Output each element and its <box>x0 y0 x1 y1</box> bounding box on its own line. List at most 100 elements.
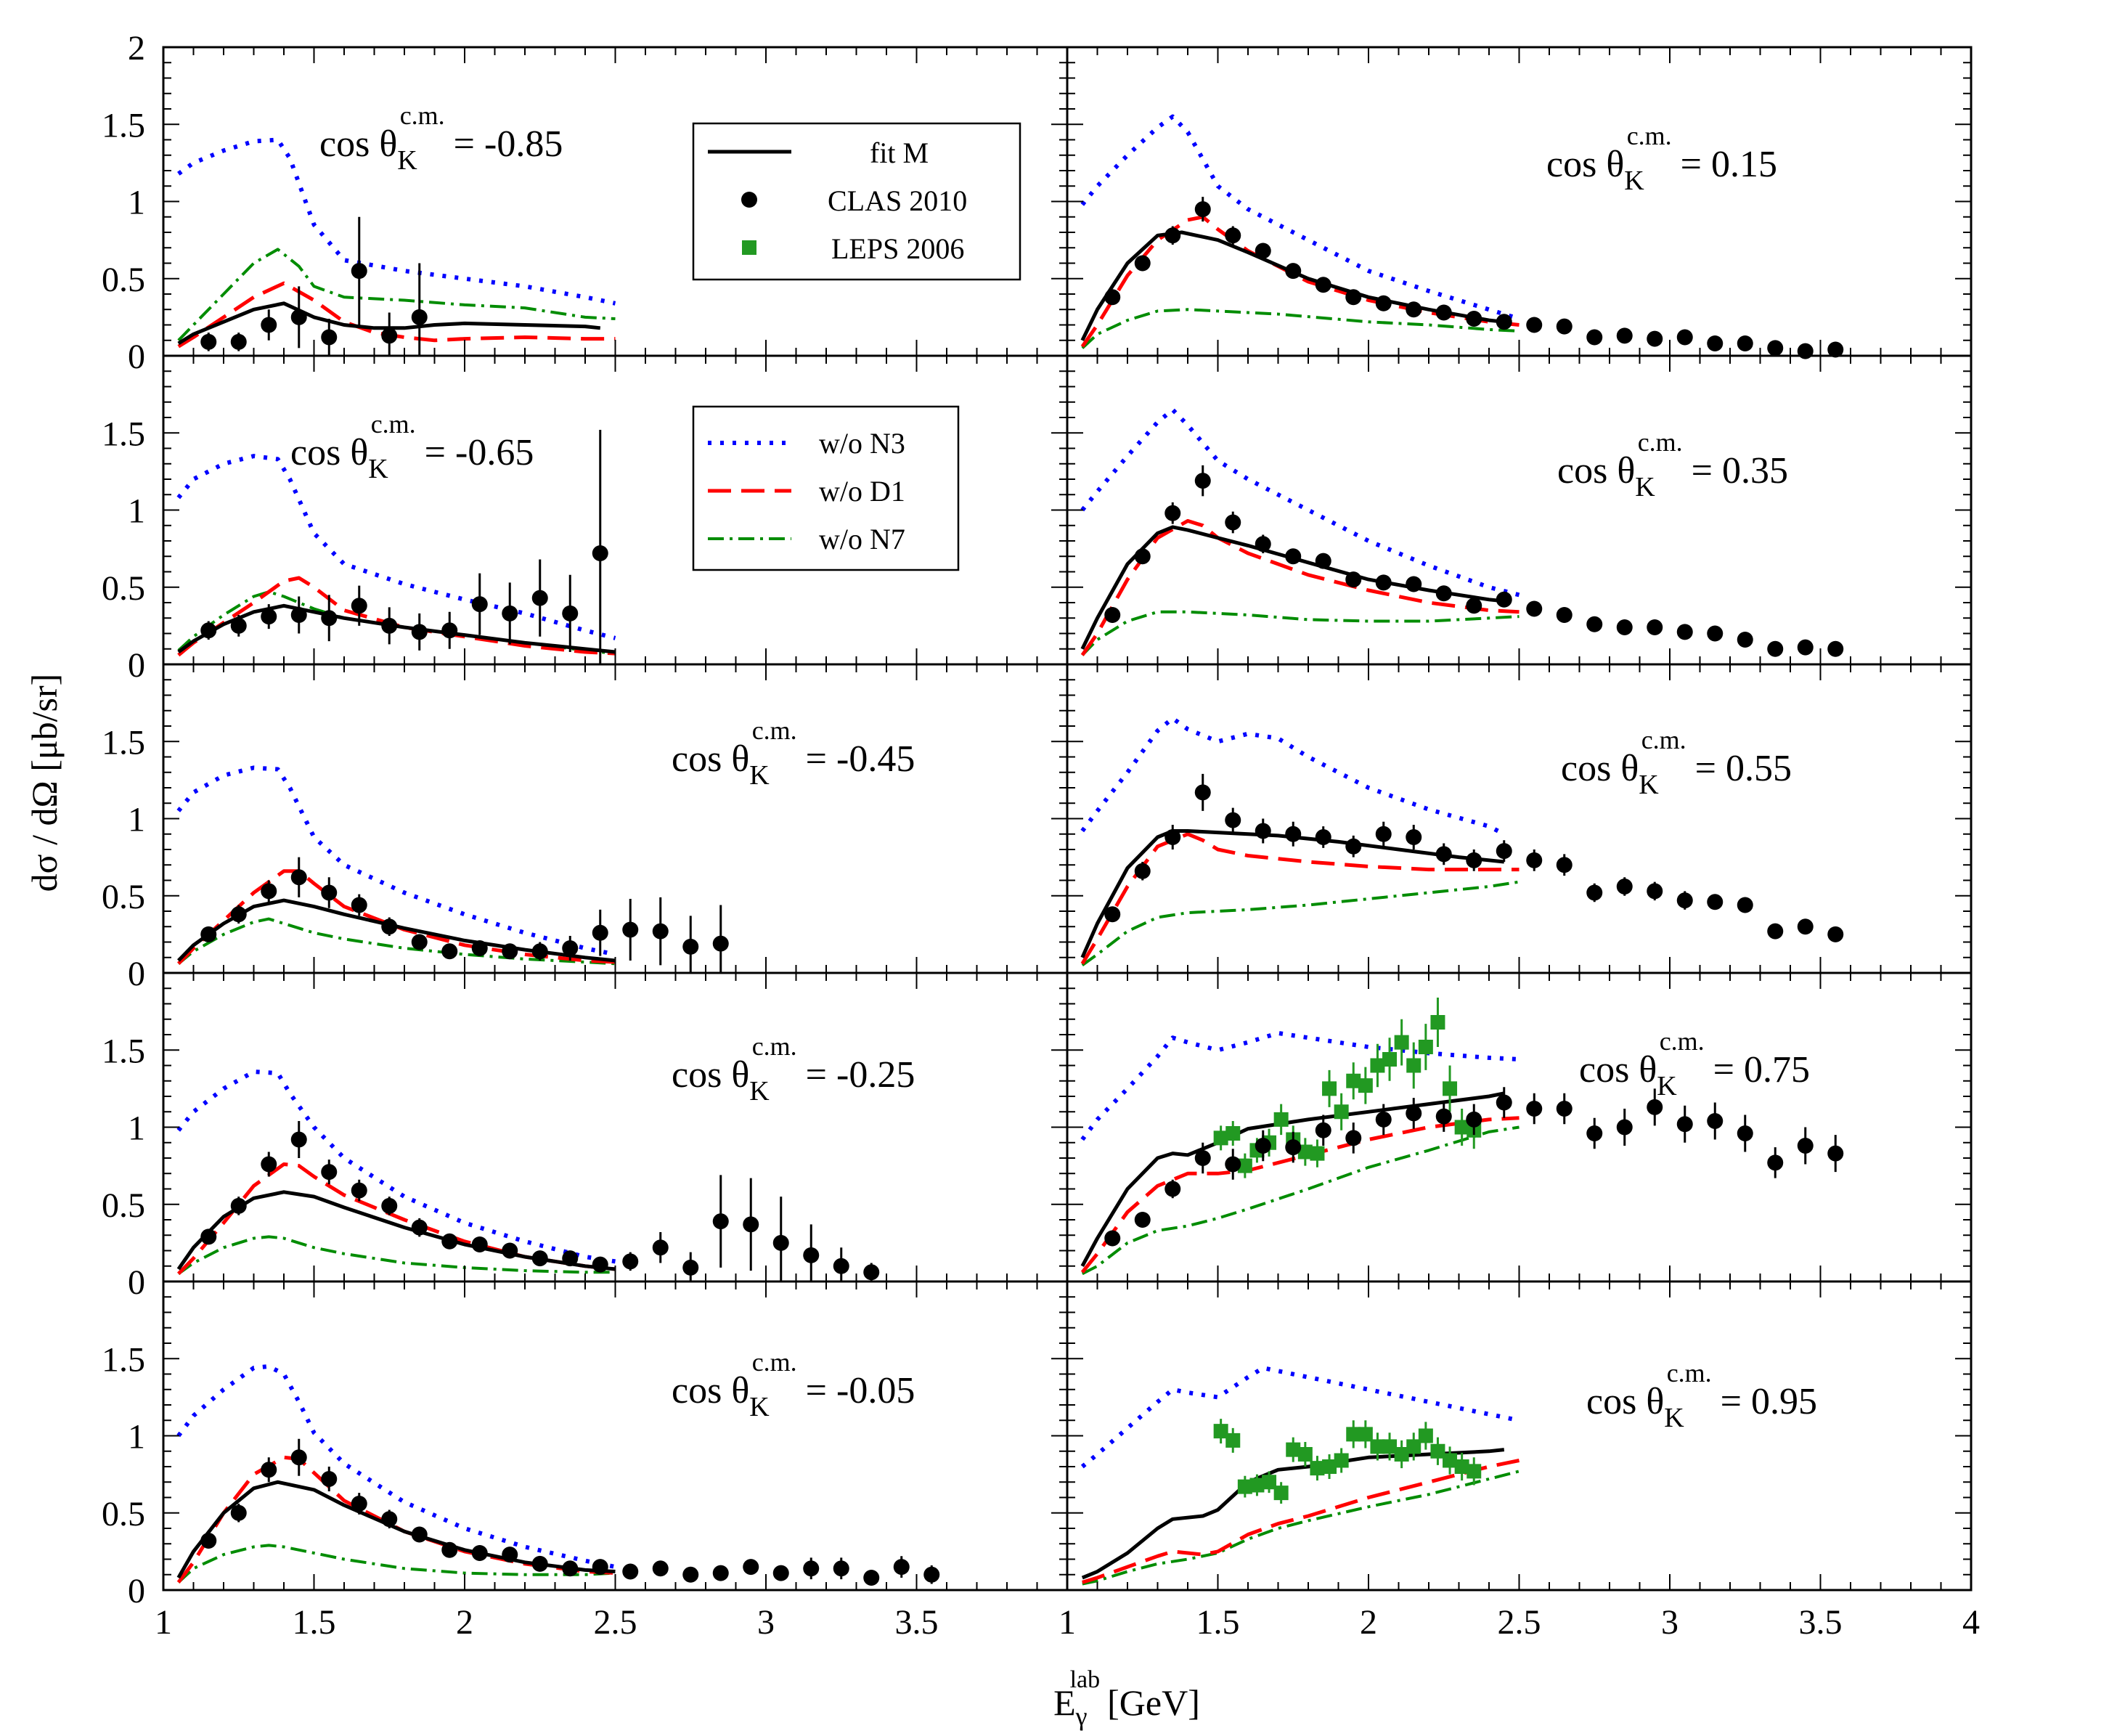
clas-point-p4-13 <box>1496 591 1512 608</box>
clas-point-p4-7 <box>1315 553 1331 569</box>
curve-fit-m-p9 <box>176 1480 616 1579</box>
clas-point-p7-9 <box>471 1236 488 1252</box>
clas-point-p9-15 <box>652 1560 669 1577</box>
clas-point-p6-16 <box>1586 884 1603 901</box>
clas-point-p6-20 <box>1707 894 1724 910</box>
panel-label-p9: cos θKc.m.= -0.05 <box>672 1348 915 1422</box>
curve-fit-m-p2 <box>1080 230 1505 341</box>
clas-point-p4-4 <box>1225 514 1241 531</box>
clas-point-p5-2 <box>261 883 277 900</box>
clas-point-p5-7 <box>411 934 428 950</box>
panel-p9: cos θKc.m.= -0.05 <box>176 1348 940 1586</box>
clas-point-p5-5 <box>351 897 367 913</box>
clas-point-p9-8 <box>441 1541 458 1558</box>
clas-point-p4-14 <box>1526 600 1543 617</box>
clas-point-p5-8 <box>441 943 458 960</box>
curve-wo-n7-p6 <box>1081 880 1520 967</box>
curve-wo-n3-p2 <box>1080 114 1520 321</box>
leps-point-p8-17 <box>1418 1040 1433 1054</box>
leps-point-p8-15 <box>1394 1035 1409 1050</box>
y-tick-label-r2-3: 1.5 <box>102 723 145 762</box>
ticks-p9 <box>163 1281 1067 1591</box>
clas-point-p7-0 <box>200 1228 217 1245</box>
clas-point-p7-22 <box>863 1264 880 1281</box>
y-tick-label-r0-3: 1.5 <box>102 106 145 144</box>
panel-p6: cos θKc.m.= 0.55 <box>1080 716 1844 967</box>
curve-wo-n3-p10 <box>1080 1366 1520 1469</box>
panel-p4: cos θKc.m.= 0.35 <box>1080 407 1844 657</box>
axes-layer: 0 0.5 1 1.5 2 0 0.5 1 1.5 0 0.5 1 1.5 0 0.5 1 1.5 0 0.5 1 1.… <box>102 29 1980 1642</box>
clas-point-p2-17 <box>1616 327 1633 344</box>
curve-wo-n7-p5 <box>177 917 616 966</box>
clas-point-p6-17 <box>1616 879 1633 895</box>
clas-point-p8-11 <box>1435 1108 1452 1125</box>
leps-point-p10-1 <box>1225 1433 1241 1448</box>
leps-point-p8-12 <box>1358 1078 1373 1093</box>
curve-wo-n3-p6 <box>1080 716 1506 836</box>
ticks-p10 <box>1066 1281 1972 1591</box>
x-axis-label-main: E <box>1053 1682 1076 1723</box>
clas-point-p2-5 <box>1255 243 1271 259</box>
legend-wo-n3-label: w/o N3 <box>819 427 905 460</box>
curve-wo-d1-p7 <box>177 1162 616 1276</box>
clas-point-p7-11 <box>531 1250 548 1267</box>
leps-point-p10-12 <box>1358 1427 1373 1442</box>
x-tick-label-left-0: 1 <box>155 1603 172 1642</box>
clas-point-p2-24 <box>1827 341 1844 358</box>
clas-point-p6-14 <box>1526 852 1543 868</box>
x-tick-label-left-4: 3 <box>757 1603 775 1642</box>
y-tick-label-r3-1: 0.5 <box>102 1186 145 1225</box>
y-tick-label-r1-0: 0 <box>128 646 145 685</box>
panel-label-p10: cos θKc.m.= 0.95 <box>1586 1358 1817 1433</box>
clas-point-p3-7 <box>411 624 428 640</box>
clas-point-p2-11 <box>1435 304 1452 321</box>
clas-point-p9-9 <box>471 1545 488 1561</box>
clas-point-p2-21 <box>1737 335 1753 351</box>
y-tick-label-r0-2: 1 <box>128 184 145 222</box>
clas-point-p9-17 <box>712 1565 729 1581</box>
clas-point-p7-21 <box>833 1258 849 1274</box>
clas-point-p8-3 <box>1194 1150 1211 1166</box>
clas-point-p2-6 <box>1285 263 1302 280</box>
leps-point-p10-16 <box>1406 1439 1421 1454</box>
clas-point-p8-22 <box>1767 1154 1784 1171</box>
curve-wo-n7-p1 <box>177 248 616 342</box>
ticks-p4 <box>1066 355 1972 665</box>
clas-point-p7-5 <box>351 1182 367 1199</box>
clas-point-p9-4 <box>321 1471 338 1487</box>
curve-wo-d1-p5 <box>177 869 616 966</box>
curve-fit-m-p1 <box>177 301 601 346</box>
clas-point-p7-6 <box>381 1197 398 1214</box>
clas-point-p8-9 <box>1375 1111 1392 1128</box>
clas-point-p4-23 <box>1797 639 1814 656</box>
legend-clas-swatch <box>741 192 757 208</box>
panel-p3: cos θKc.m.= -0.65 <box>176 409 616 664</box>
curve-wo-n7-p4 <box>1081 610 1520 656</box>
clas-point-p1-1 <box>230 333 247 350</box>
leps-point-p10-6 <box>1286 1442 1301 1457</box>
clas-point-p6-9 <box>1375 826 1392 842</box>
clas-point-p9-19 <box>772 1565 789 1581</box>
clas-point-p4-19 <box>1676 624 1693 640</box>
clas-point-p2-13 <box>1496 314 1512 330</box>
frame-layer <box>162 46 1973 1592</box>
clas-point-p4-5 <box>1255 536 1271 553</box>
clas-point-p2-0 <box>1104 289 1121 306</box>
x-tick-label-right-0: 1 <box>1058 1603 1076 1642</box>
clas-point-p5-13 <box>592 924 608 941</box>
clas-point-p7-13 <box>592 1256 608 1273</box>
clas-point-p9-0 <box>200 1533 217 1549</box>
y-tick-label-r4-3: 1.5 <box>102 1340 145 1379</box>
clas-point-p8-7 <box>1315 1122 1331 1138</box>
clas-point-p9-20 <box>803 1560 820 1577</box>
leps-point-p10-20 <box>1454 1459 1469 1474</box>
clas-point-p1-6 <box>381 327 398 344</box>
curve-wo-n3-p4 <box>1080 407 1520 598</box>
clas-point-p4-9 <box>1375 574 1392 591</box>
clas-point-p8-6 <box>1285 1139 1302 1156</box>
clas-point-p8-20 <box>1707 1113 1724 1129</box>
clas-point-p5-17 <box>712 935 729 952</box>
panel-p7: cos θKc.m.= -0.25 <box>176 1032 915 1281</box>
clas-point-p9-5 <box>351 1496 367 1512</box>
clas-point-p8-19 <box>1676 1116 1693 1133</box>
